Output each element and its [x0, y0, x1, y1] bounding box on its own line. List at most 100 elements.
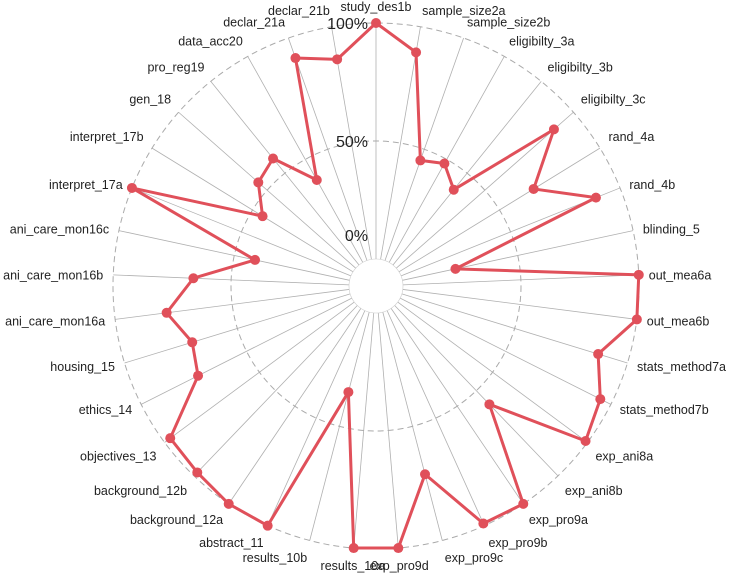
data-point-eligibilty_3a	[439, 158, 450, 169]
axis-label: exp_ani8a	[595, 449, 653, 463]
data-point-exp_pro9d	[393, 543, 404, 554]
axis-label: stats_method7a	[637, 360, 726, 374]
grid-label: 100%	[327, 16, 368, 33]
data-point-stats_method7b	[595, 394, 606, 405]
axis-line	[140, 297, 353, 405]
axis-line	[193, 305, 358, 477]
data-point-ani_care_mon16c	[250, 254, 261, 265]
grid-labels: 0% 50% 100%	[327, 16, 368, 245]
data-point-background_12b	[192, 467, 203, 478]
axis-label: ethics_14	[79, 403, 133, 417]
axis-line	[331, 26, 372, 260]
axis-line	[267, 310, 366, 526]
data-point-gen_18	[253, 177, 264, 188]
axis-line	[247, 56, 364, 263]
data-point-out_mea6a	[633, 269, 644, 280]
data-point-exp_pro9a	[518, 498, 529, 509]
axis-label: interpret_17b	[70, 130, 144, 144]
data-point-interpret_17a	[126, 182, 137, 193]
data-point-data_acc20	[311, 175, 322, 186]
data-point-abstract_11	[262, 520, 273, 531]
grid-circle	[230, 140, 522, 432]
axis-line	[396, 111, 574, 269]
data-point-rand_4a	[528, 183, 539, 194]
data-point-housing_15	[187, 337, 198, 348]
data-point-background_12a	[223, 498, 234, 509]
axis-line	[115, 289, 350, 320]
axis-label: rand_4b	[629, 178, 675, 192]
axis-label: interpret_17a	[49, 178, 123, 192]
axis-line	[353, 312, 375, 549]
axis-line	[402, 230, 634, 281]
axis-label: ani_care_mon16c	[10, 222, 109, 236]
center-hole	[348, 258, 404, 314]
axis-label: results_10b	[243, 551, 308, 565]
data-point-eligibilty_3c	[548, 124, 559, 135]
data-point-out_mea6b	[631, 314, 642, 325]
data-point-declar_21a	[290, 53, 301, 64]
data-point-objectives_13	[165, 433, 176, 444]
data-point-stats_method7a	[593, 349, 604, 360]
data-point-exp_pro9b	[478, 518, 489, 529]
data-point-exp_ani8a	[580, 435, 591, 446]
axis-label: background_12a	[130, 513, 223, 527]
data-point-eligibilty_3b	[448, 184, 459, 195]
axis-label: exp_pro9b	[488, 536, 547, 550]
data-point-ani_care_mon16a	[161, 307, 172, 318]
axis-label: eligibilty_3c	[581, 93, 646, 107]
axis-label: pro_reg19	[147, 61, 204, 75]
data-point-ani_care_mon16b	[188, 273, 199, 284]
data-point-exp_pro9c	[420, 469, 431, 480]
data-point-results_10b	[343, 387, 354, 398]
axis-label: eligibilty_3b	[548, 61, 613, 75]
axis-label: eligibilty_3a	[509, 35, 574, 49]
data-point-interpret_17b	[257, 211, 268, 222]
data-point-results_10a	[348, 543, 359, 554]
axis-line	[399, 297, 612, 405]
axis-label: exp_ani8b	[565, 484, 623, 498]
axis-line	[386, 310, 485, 526]
data-point-blinding_5	[450, 263, 461, 274]
axis-line	[118, 230, 350, 281]
axis-line	[402, 289, 637, 320]
axis-label: declar_21a	[223, 16, 285, 30]
axis-label: out_mea6a	[649, 268, 712, 282]
grid-label: 50%	[336, 134, 368, 151]
data-point-pro_reg19	[268, 153, 279, 164]
axis-label: background_12b	[94, 484, 187, 498]
axis-line	[380, 26, 421, 260]
axis-label: sample_size2a	[422, 4, 505, 18]
axis-label: stats_method7b	[620, 403, 709, 417]
axis-label: ani_care_mon16b	[3, 268, 103, 282]
grid-label: 0%	[345, 228, 368, 245]
series-line	[130, 21, 641, 550]
axis-line	[394, 305, 559, 477]
data-point-ethics_14	[193, 370, 204, 381]
axis-label: housing_15	[50, 360, 115, 374]
axis-label: gen_18	[129, 93, 171, 107]
data-point-study_des1b	[371, 18, 381, 28]
data-point-sample_size2b	[415, 155, 426, 166]
axis-label: sample_size2b	[467, 16, 550, 30]
axis-label: abstract_11	[199, 536, 263, 550]
axis-label: out_mea6b	[647, 315, 710, 329]
axis-label: exp_pro9d	[370, 559, 429, 573]
axis-label: results_10a	[321, 559, 386, 573]
axis-label: rand_4a	[608, 130, 654, 144]
data-point-declar_21b	[332, 54, 343, 65]
data-point-exp_ani8b	[484, 399, 495, 410]
axis-label: declar_21b	[268, 4, 330, 18]
axis-line	[178, 111, 356, 269]
axis-label: objectives_13	[80, 449, 156, 463]
data-point-rand_4b	[590, 192, 601, 203]
series-group	[126, 18, 644, 554]
axis-label: blinding_5	[643, 222, 700, 236]
axis-label: study_des1b	[341, 0, 412, 14]
axis-label: exp_pro9a	[529, 513, 588, 527]
data-point-sample_size2a	[411, 47, 422, 58]
axis-label: data_acc20	[178, 35, 243, 49]
axis-labels: study_des1b sample_size2asample_size2beli…	[3, 0, 726, 573]
axis-label: exp_pro9c	[445, 551, 503, 565]
axis-label: ani_care_mon16a	[5, 315, 105, 329]
